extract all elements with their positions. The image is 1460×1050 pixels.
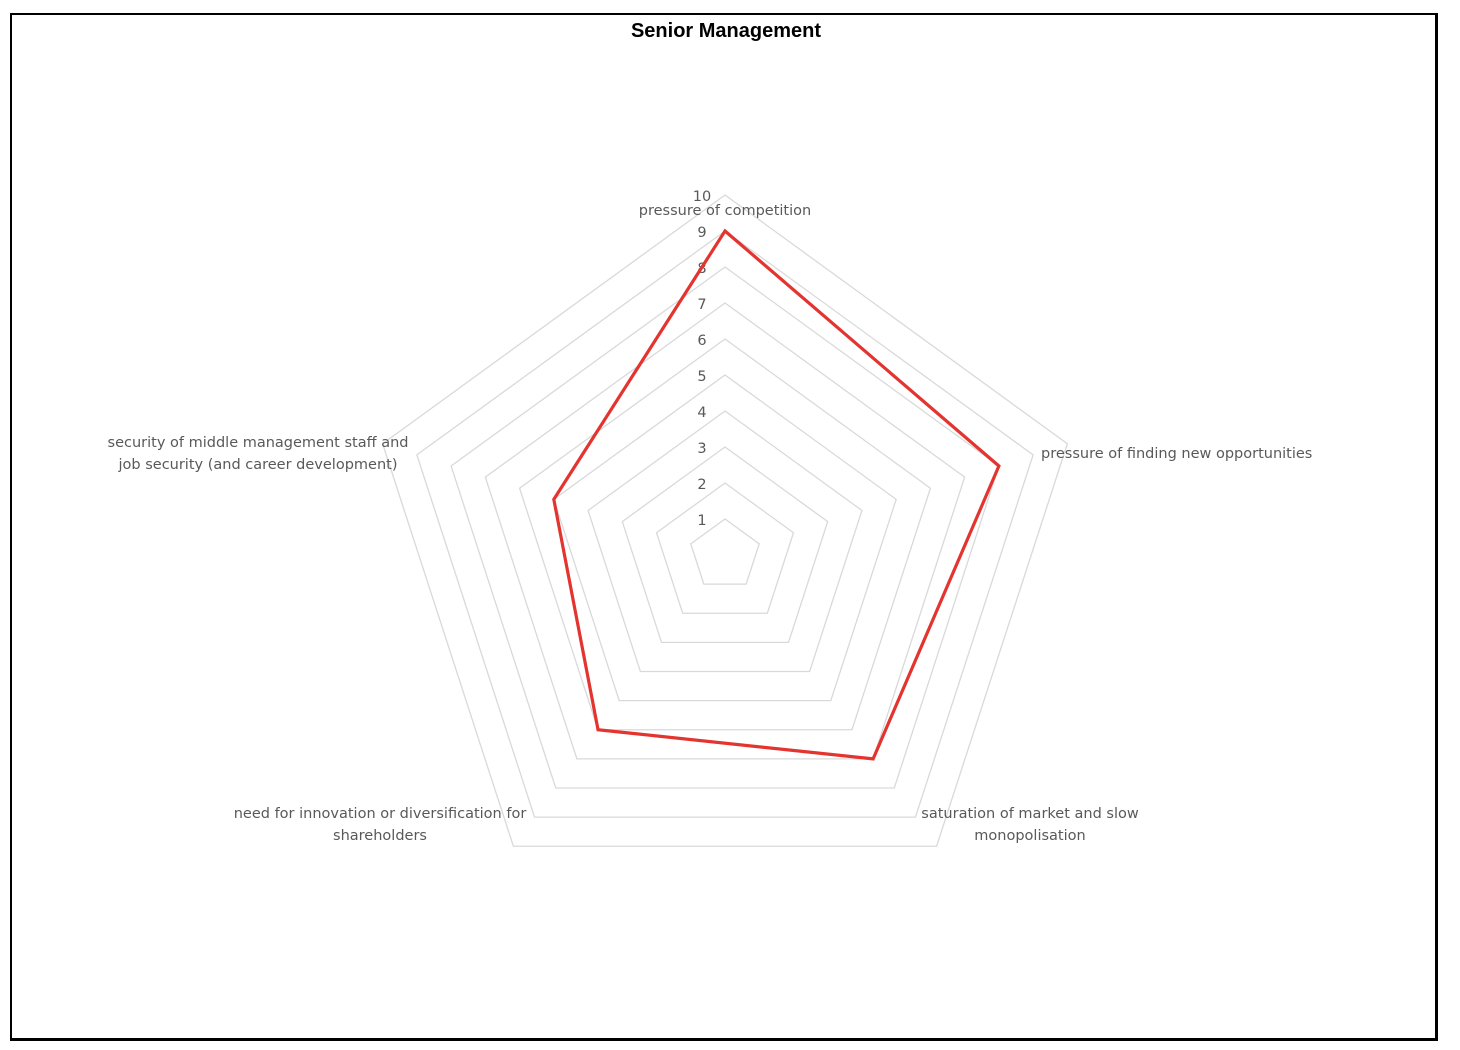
radar-grid: [381, 194, 1069, 847]
series-layer: [552, 228, 1001, 761]
tick-label: 2: [697, 477, 706, 493]
series-line-0: [552, 228, 1001, 761]
axis-label: need for innovation or diversification f…: [234, 806, 527, 822]
tick-label: 1: [697, 513, 706, 529]
grid-ring-10: [381, 194, 1069, 847]
chart-frame: [10, 13, 1438, 1041]
axis-label: monopolisation: [974, 828, 1085, 844]
grid-ring-7: [484, 302, 966, 760]
tick-label: 10: [693, 189, 711, 205]
grid-ring-1: [689, 518, 761, 585]
axis-label: saturation of market and slow: [921, 806, 1139, 822]
tick-label: 6: [697, 333, 706, 349]
tick-label: 7: [697, 297, 706, 313]
tick-label: 9: [697, 225, 706, 241]
axis-label: security of middle management staff and: [108, 435, 409, 451]
axis-label: job security (and career development): [118, 457, 398, 473]
grid-ring-5: [553, 374, 897, 702]
grid-ring-8: [450, 266, 1000, 789]
grid-ring-3: [621, 446, 829, 644]
grid-ring-4: [587, 410, 863, 673]
tick-label: 3: [697, 441, 706, 457]
axis-label: shareholders: [333, 828, 427, 844]
tick-label: 5: [697, 369, 706, 385]
axis-label: pressure of finding new opportunities: [1041, 446, 1312, 462]
axis-labels: pressure of competition pressure of findi…: [108, 203, 1313, 844]
grid-ring-6: [518, 338, 932, 731]
tick-label: 4: [697, 405, 706, 421]
grid-ring-2: [655, 482, 795, 614]
chart-title: Senior Management: [631, 20, 821, 42]
grid-ring-9: [416, 230, 1034, 818]
axis-label: pressure of competition: [639, 203, 811, 219]
